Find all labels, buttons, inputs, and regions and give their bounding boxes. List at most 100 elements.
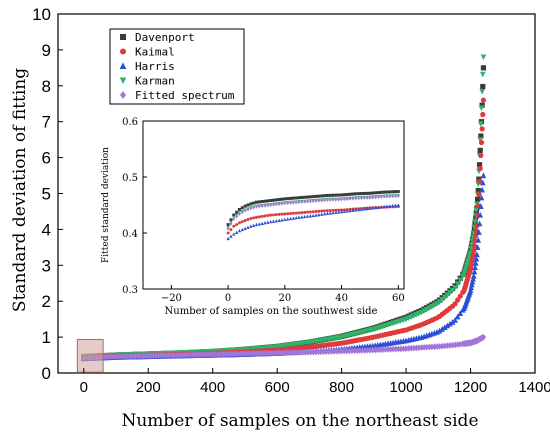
data-point bbox=[469, 278, 476, 285]
inset-data-point bbox=[345, 192, 349, 196]
inset-data-point bbox=[382, 204, 386, 209]
inset-data-point bbox=[249, 206, 253, 211]
inset-data-point bbox=[325, 209, 329, 213]
data-point bbox=[452, 316, 458, 323]
inset-x-axis-title: Number of samples on the southwest side bbox=[165, 306, 378, 317]
inset-data-point bbox=[371, 206, 375, 210]
inset-data-point bbox=[314, 209, 318, 213]
inset-data-point bbox=[362, 207, 366, 211]
data-point bbox=[476, 229, 482, 235]
inset-data-point bbox=[277, 212, 281, 216]
inset-data-point bbox=[240, 206, 244, 210]
inset-data-point bbox=[277, 218, 281, 222]
data-point bbox=[388, 345, 394, 353]
inset-data-point bbox=[320, 198, 324, 203]
legend-box bbox=[109, 28, 245, 105]
data-point bbox=[480, 172, 487, 179]
inset-data-point bbox=[359, 207, 364, 211]
inset-data-point bbox=[291, 216, 296, 220]
inset-data-point bbox=[311, 199, 315, 204]
inset-data-point bbox=[266, 220, 270, 224]
x-tick-label: 800 bbox=[329, 379, 354, 396]
inset-data-point bbox=[266, 214, 270, 218]
inset-data-point bbox=[249, 202, 253, 206]
inset-data-point bbox=[311, 213, 315, 218]
inset-x-tick-label: 0 bbox=[225, 293, 231, 304]
data-point bbox=[441, 324, 448, 331]
inset-data-point bbox=[235, 214, 239, 219]
inset-data-point bbox=[303, 214, 307, 219]
inset-data-point bbox=[340, 197, 344, 202]
inset-data-point bbox=[252, 205, 256, 210]
data-point bbox=[369, 346, 376, 354]
inset-data-point bbox=[308, 199, 312, 204]
inset-data-point bbox=[331, 197, 335, 202]
legend-label-fitted-spectrum: Fitted spectrum bbox=[135, 89, 235, 102]
data-point bbox=[357, 347, 363, 354]
inset-data-point bbox=[328, 208, 332, 212]
data-point bbox=[416, 344, 422, 352]
inset-data-point bbox=[272, 202, 275, 207]
data-point bbox=[478, 133, 484, 139]
inset-data-point bbox=[303, 210, 307, 214]
data-point bbox=[479, 179, 486, 186]
inset-data-point bbox=[260, 214, 264, 218]
data-point bbox=[457, 293, 463, 299]
inset-data-point bbox=[357, 192, 361, 196]
inset-data-point bbox=[348, 196, 352, 201]
inset-data-point bbox=[240, 227, 244, 232]
inset-data-point bbox=[385, 194, 389, 199]
data-point bbox=[439, 342, 445, 350]
data-point bbox=[473, 255, 480, 262]
inset-data-point bbox=[388, 204, 392, 208]
inset-data-point bbox=[325, 198, 329, 202]
inset-data-point bbox=[254, 200, 258, 204]
inset-data-point bbox=[348, 192, 352, 196]
data-point bbox=[447, 290, 453, 296]
data-point bbox=[406, 345, 412, 352]
inset-data-point bbox=[232, 232, 236, 236]
inset-data-point bbox=[263, 221, 267, 225]
legend-marker-kaimal bbox=[120, 48, 126, 55]
inset-data-point bbox=[280, 212, 284, 216]
data-point bbox=[471, 268, 478, 275]
data-point bbox=[480, 65, 487, 71]
legend-marker-harris bbox=[119, 62, 127, 69]
data-point bbox=[320, 348, 327, 356]
inset-data-point bbox=[337, 193, 341, 197]
inset-data-point bbox=[342, 193, 346, 197]
inset-data-point bbox=[257, 222, 261, 226]
inset-data-point bbox=[306, 210, 310, 214]
data-point bbox=[477, 137, 484, 143]
inset-data-point bbox=[308, 195, 312, 199]
data-point bbox=[477, 147, 483, 154]
data-point bbox=[101, 353, 108, 361]
inset-data-point bbox=[260, 200, 264, 204]
data-point bbox=[472, 264, 478, 271]
inset-data-point bbox=[322, 212, 327, 216]
inset-data-point bbox=[374, 195, 378, 200]
data-point bbox=[476, 162, 483, 168]
inset-data-point bbox=[260, 204, 264, 208]
inset-data-point bbox=[263, 203, 267, 208]
inset-data-point bbox=[251, 223, 256, 227]
data-point bbox=[385, 346, 391, 353]
inset-data-point bbox=[393, 203, 398, 207]
data-point bbox=[476, 191, 482, 197]
inset-data-point bbox=[274, 219, 278, 223]
data-point bbox=[437, 342, 443, 350]
legend-label-karman: Karman bbox=[135, 75, 175, 88]
data-point bbox=[439, 326, 446, 332]
inset-data-point bbox=[331, 210, 335, 215]
inset-data-point bbox=[232, 213, 236, 217]
inset-data-point bbox=[354, 208, 358, 212]
inset-data-point bbox=[229, 228, 233, 232]
y-tick-label: 1 bbox=[42, 328, 51, 347]
data-point bbox=[468, 284, 475, 291]
inset-data-point bbox=[291, 200, 295, 205]
data-point bbox=[318, 348, 324, 356]
inset-data-point bbox=[291, 196, 295, 200]
inset-data-point bbox=[351, 192, 355, 196]
data-point bbox=[436, 327, 443, 334]
